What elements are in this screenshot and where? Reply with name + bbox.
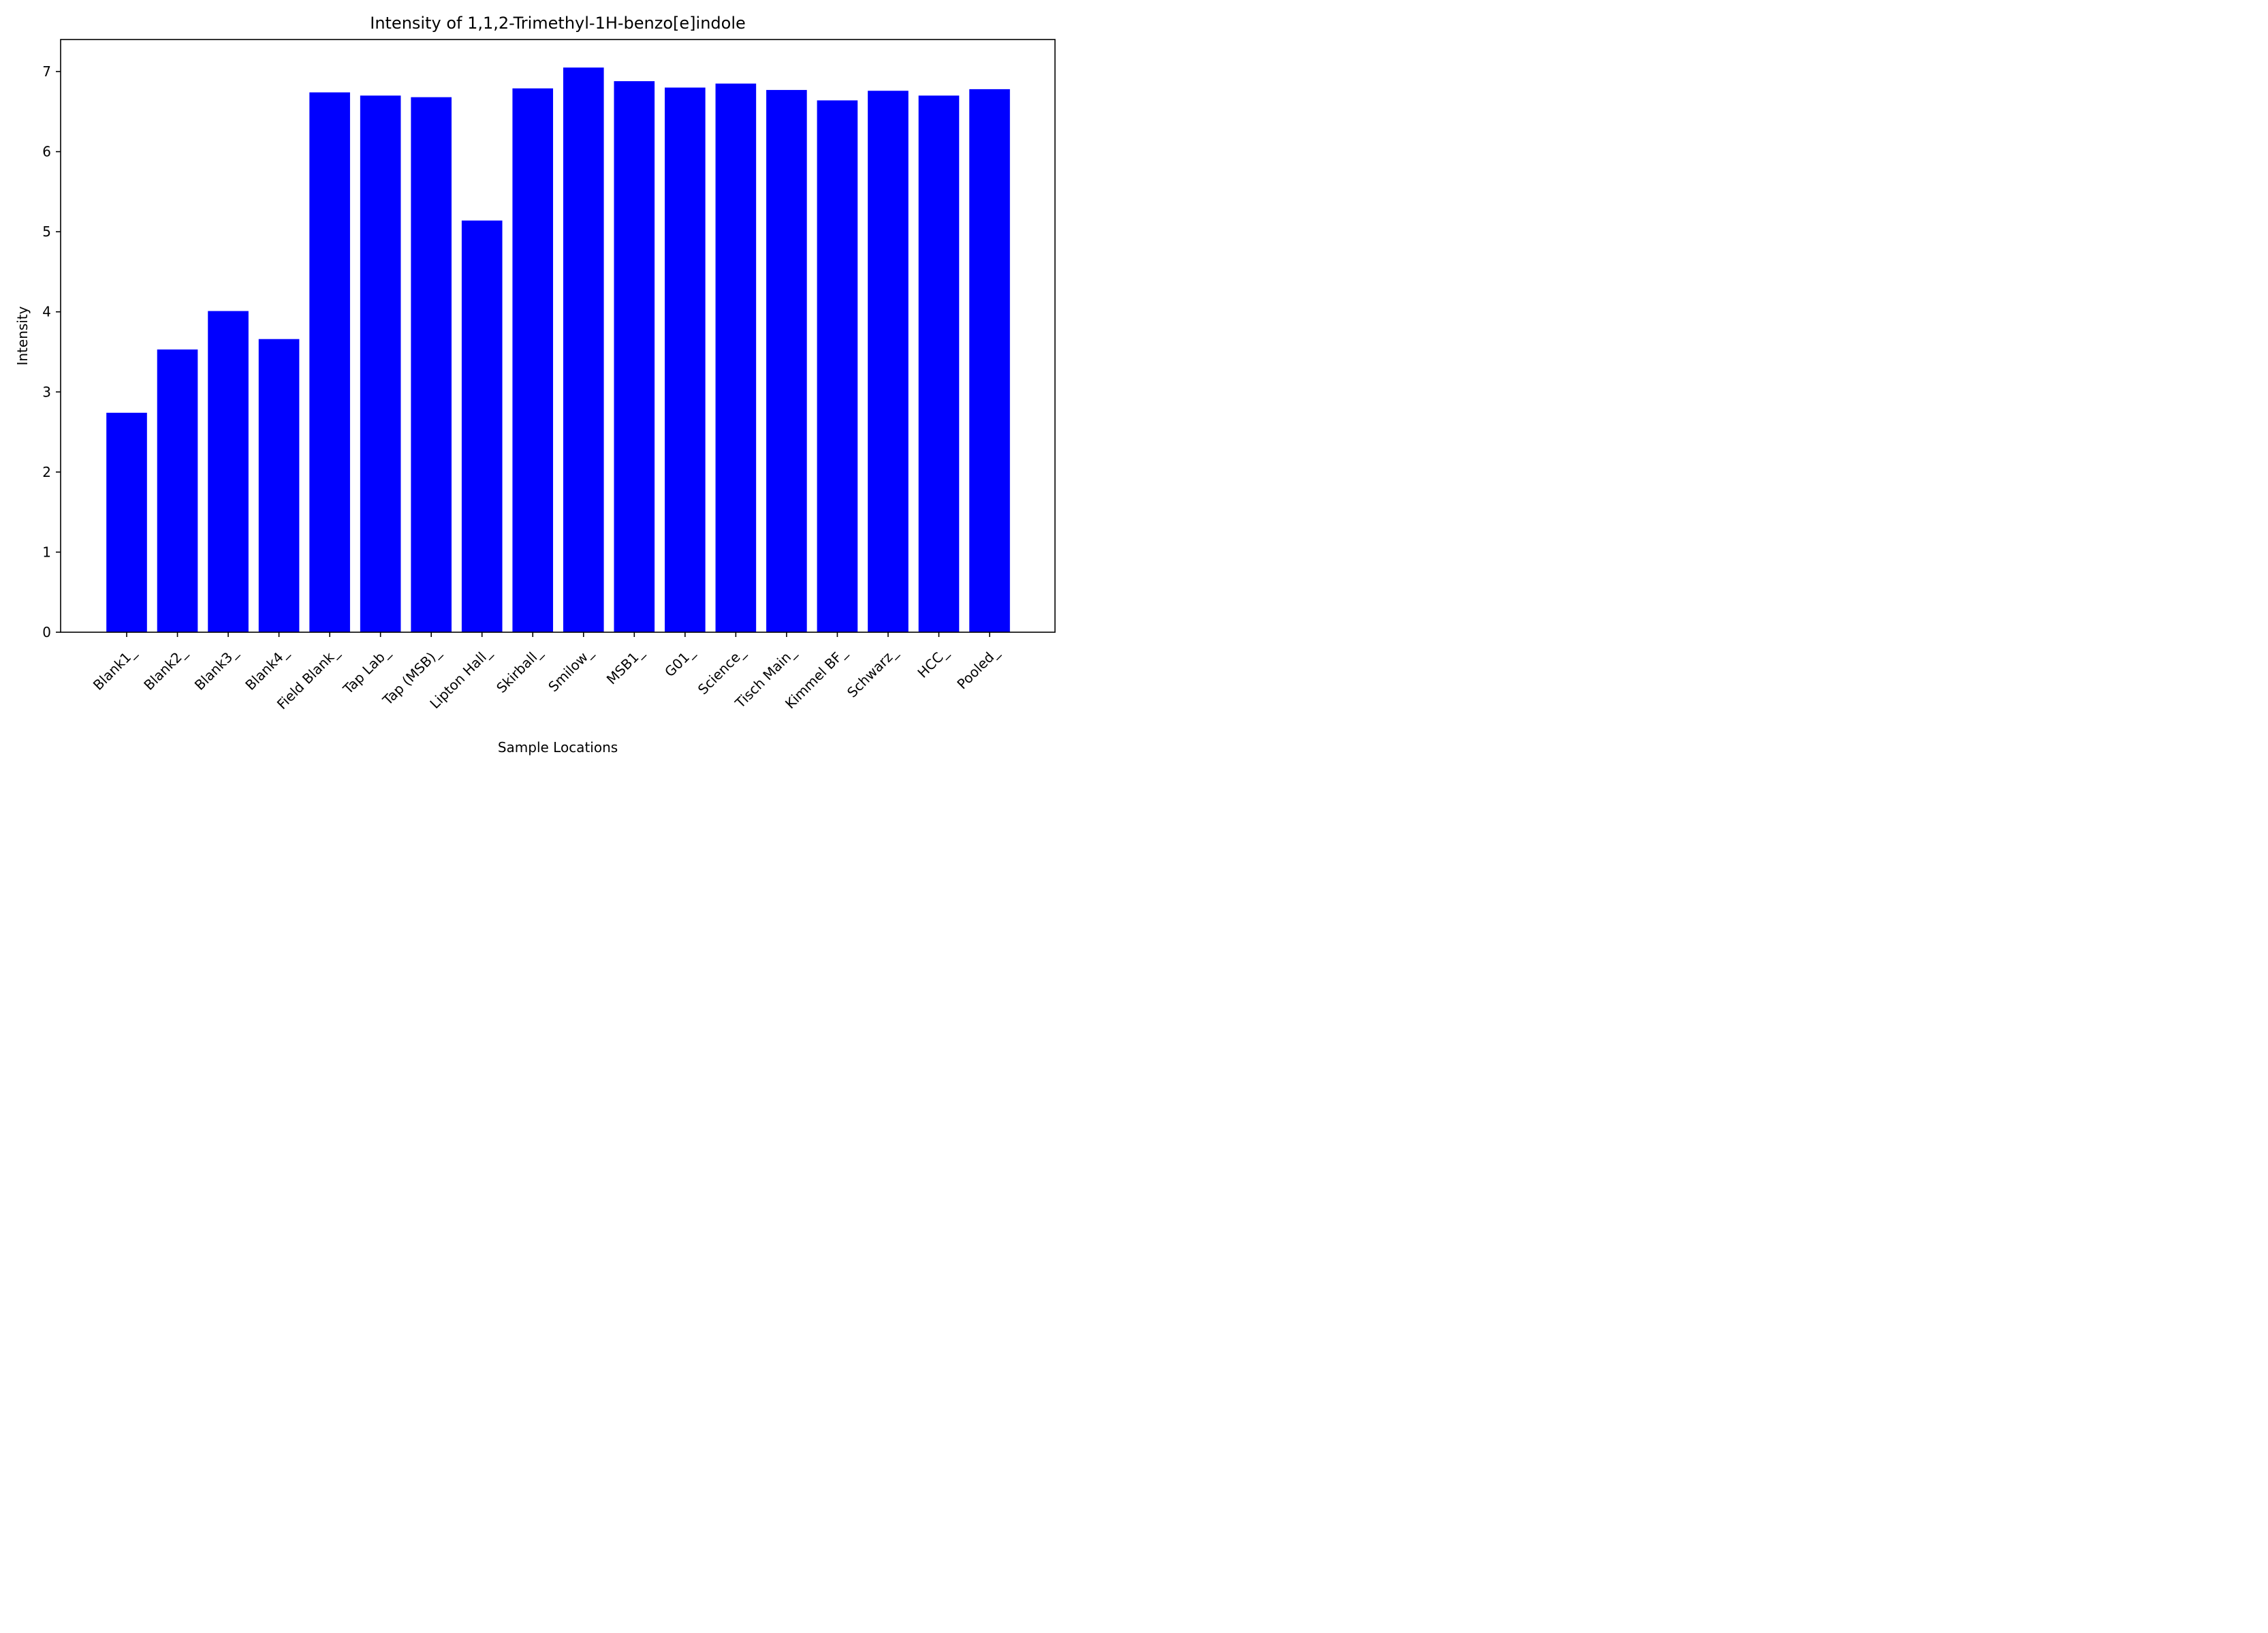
x-tick-label: HCC_ xyxy=(914,644,951,681)
bar xyxy=(817,100,858,633)
x-tick-label: Science_ xyxy=(695,644,749,698)
bar-chart: Intensity of 1,1,2-Trimethyl-1H-benzo[e]… xyxy=(14,14,1056,756)
bar xyxy=(106,412,147,632)
y-axis: 0 1 2 3 4 5 6 7 xyxy=(42,63,61,640)
plot-frame xyxy=(60,39,1056,633)
y-tick-label: 0 xyxy=(42,624,51,640)
y-axis-label: Intensity xyxy=(14,306,31,365)
bar xyxy=(309,92,350,633)
bar xyxy=(512,88,554,633)
y-tick-label: 7 xyxy=(42,63,51,80)
x-tick-label: Blank2_ xyxy=(140,644,190,694)
bars-group xyxy=(106,67,1010,633)
x-tick-label: Tap Lab_ xyxy=(339,644,393,698)
y-tick-label: 5 xyxy=(42,223,51,240)
bar xyxy=(411,97,452,632)
bar xyxy=(969,89,1010,632)
x-axis: Blank1_ Blank2_ Blank3_ Blank4_Field Blank_… xyxy=(90,632,1003,713)
bar xyxy=(563,67,604,632)
bar xyxy=(157,349,198,632)
chart-title: Intensity of 1,1,2-Trimethyl-1H-benzo[e]… xyxy=(370,14,746,33)
x-tick-label: Skirball_ xyxy=(493,644,546,696)
y-tick-label: 6 xyxy=(42,144,51,160)
x-tick-label: Schwarz_ xyxy=(844,644,901,701)
x-tick-label: MSB1_ xyxy=(603,644,648,688)
x-tick-label: Blank3_ xyxy=(191,644,241,694)
bar xyxy=(360,95,401,633)
bar xyxy=(665,87,706,633)
x-tick-label: Blank1_ xyxy=(90,644,140,694)
x-tick-label: G01_ xyxy=(661,644,698,681)
bar xyxy=(258,339,300,632)
y-tick-label: 4 xyxy=(42,304,51,320)
y-tick-label: 1 xyxy=(42,544,51,560)
y-tick-label: 3 xyxy=(42,384,51,400)
x-axis-label: Sample Locations xyxy=(498,739,618,756)
y-tick-label: 2 xyxy=(42,464,51,480)
bar xyxy=(208,311,249,632)
bar xyxy=(614,81,655,632)
x-tick-label: Blank4_ xyxy=(242,644,292,694)
x-tick-label: Pooled_ xyxy=(954,644,1003,693)
bar xyxy=(766,90,807,632)
bar xyxy=(868,91,909,633)
bar xyxy=(918,95,960,633)
bar xyxy=(461,220,503,632)
bar xyxy=(715,83,757,632)
x-tick-label: Smilow_ xyxy=(545,644,597,696)
